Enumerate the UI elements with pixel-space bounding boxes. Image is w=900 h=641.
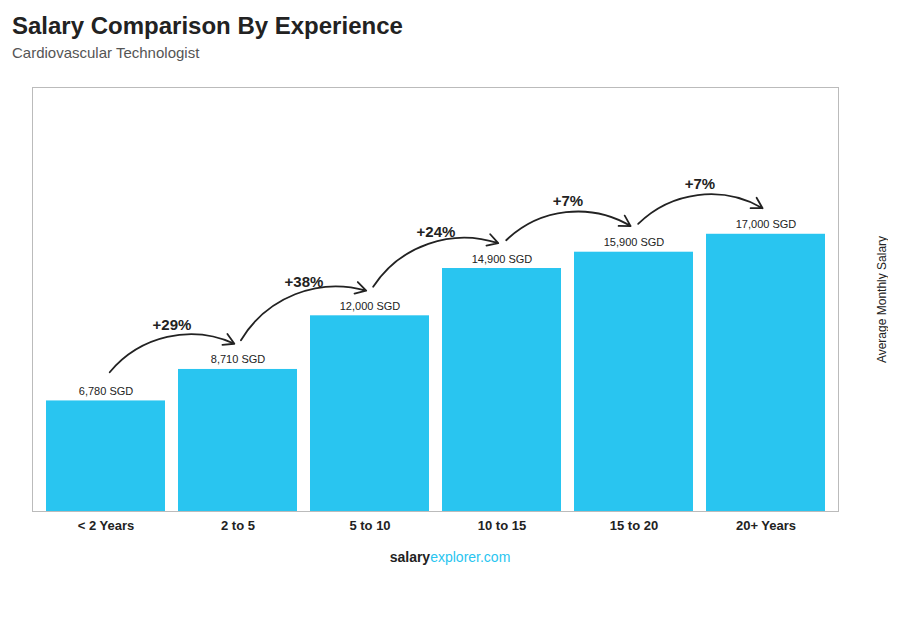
html-text:Salary Comparison By Experienc: Salary Comparison By Experience — [12, 12, 403, 39]
html-text:Cardiovascular Technologist: Cardiovascular Technologist — [12, 44, 200, 61]
svg-text:10 to 15: 10 to 15 — [478, 518, 526, 533]
html-text:salary explorer.com: salary explorer.com — [389, 549, 511, 565]
svg-text:+7%: +7% — [553, 192, 583, 209]
svg-text:15 to 20: 15 to 20 — [610, 518, 658, 533]
svg-text:< 2 Years: < 2 Years — [78, 518, 135, 533]
svg-text:15,900 SGD: 15,900 SGD — [604, 236, 665, 248]
svg-text:20+ Years: 20+ Years — [736, 518, 796, 533]
svg-text:8,710 SGD: 8,710 SGD — [211, 353, 265, 365]
svg-text:+24%: +24% — [417, 223, 456, 240]
svg-text:6,780 SGD: 6,780 SGD — [79, 385, 133, 397]
svg-text:14,900 SGD: 14,900 SGD — [472, 253, 533, 265]
svg-text:5 to 10: 5 to 10 — [349, 518, 390, 533]
svg-text:12,000 SGD: 12,000 SGD — [340, 300, 401, 312]
svg-text:2 to 5: 2 to 5 — [221, 518, 255, 533]
svg-text:17,000 SGD: 17,000 SGD — [736, 218, 797, 230]
svg-text:+29%: +29% — [153, 316, 192, 333]
svg-text:+7%: +7% — [685, 175, 715, 192]
svg-text:+38%: +38% — [285, 273, 324, 290]
svg-text:Average Monthly Salary: Average Monthly Salary — [875, 236, 889, 363]
